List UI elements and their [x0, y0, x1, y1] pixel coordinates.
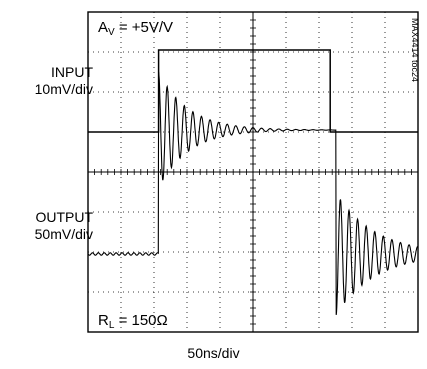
input-scale: 10mV/div	[34, 81, 93, 97]
input-trace	[88, 49, 418, 133]
input-title: INPUT	[51, 64, 93, 80]
output-trace	[87, 71, 419, 315]
output-scale: 50mV/div	[34, 226, 93, 242]
gain-annotation: AV = +5V/V	[98, 19, 174, 38]
time-scale-label: 50ns/div	[187, 345, 240, 361]
part-code-label: MAX4414 toc24	[410, 18, 420, 83]
output-title: OUTPUT	[35, 209, 93, 225]
input-label: INPUT 10mV/div	[35, 64, 93, 98]
load-annotation: RL = 150Ω	[98, 312, 168, 331]
output-label: OUTPUT 50mV/div	[35, 209, 93, 243]
